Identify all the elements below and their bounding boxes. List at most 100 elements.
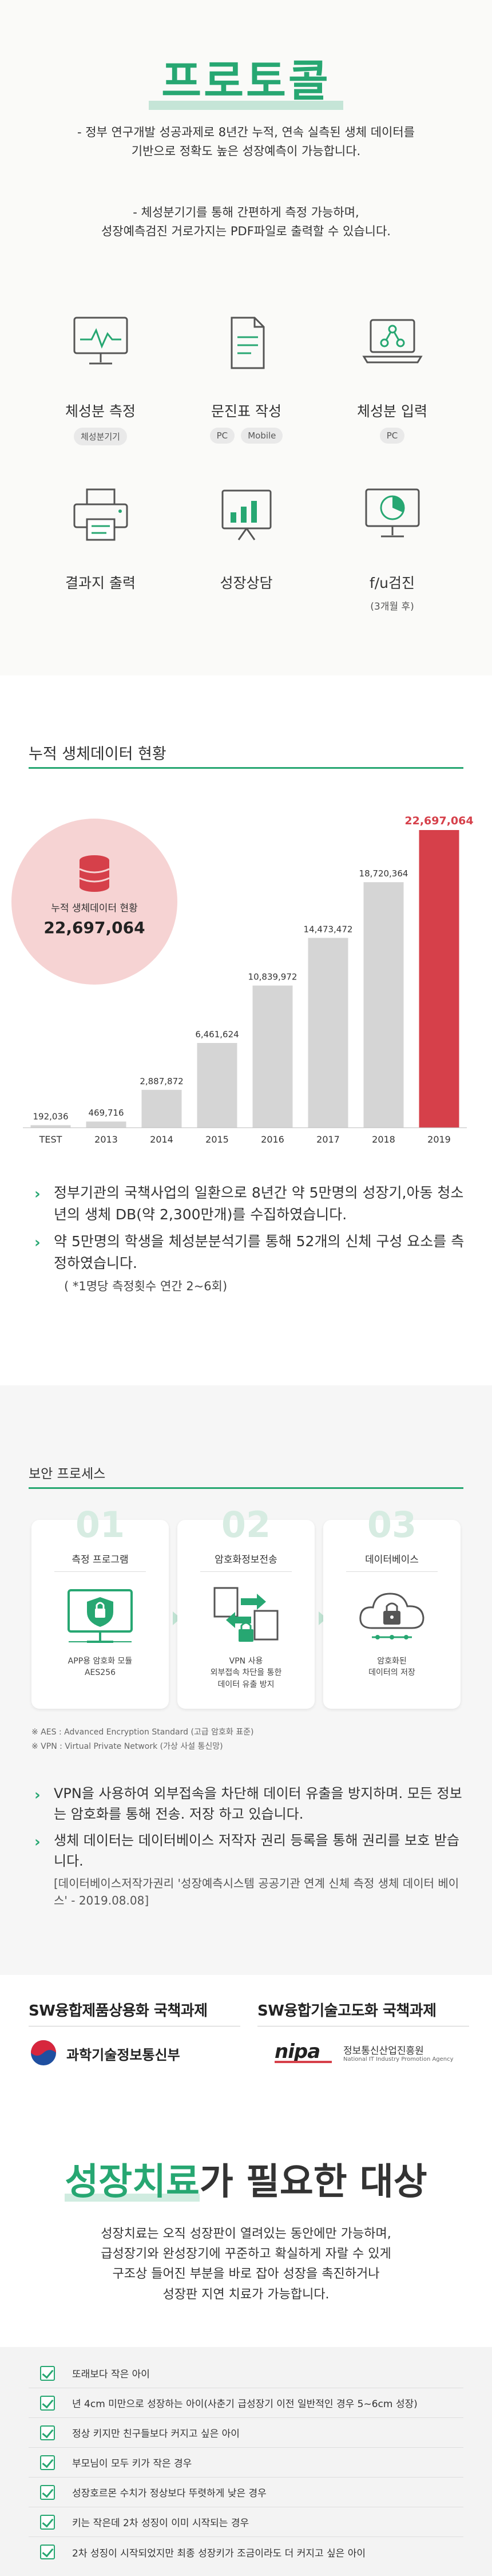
bar-2018 [363, 882, 404, 1128]
checkbox-icon [40, 2514, 55, 2530]
step-title: 체성분 측정 [65, 403, 136, 420]
ministry-emblem-icon [31, 2040, 56, 2065]
cumulative-badge: 누적 생체데이터 현황 22,697,064 [11, 819, 177, 985]
step-title: 데이터베이스 [365, 1554, 419, 1566]
check-text: 년 4cm 미만으로 성장하는 아이(사춘기 급성장기 이전 일반적인 경우 5… [72, 2399, 418, 2410]
bullet-item: › 정부기관의 국책사업의 일환으로 8년간 약 5만명의 성장기,아동 청소년… [34, 1182, 469, 1225]
title-rest: 가 필요한 대상 [199, 2161, 427, 2203]
x-tick-label: 2016 [261, 1134, 284, 1145]
bullet-text: 약 5만명의 학생을 체성분분석기를 통해 52개의 신체 구성 요소를 측정하… [54, 1233, 465, 1271]
bar-value-label: 18,720,364 [359, 868, 408, 879]
x-tick-label: 2013 [94, 1134, 118, 1145]
bullet-text: 정부기관의 국책사업의 일환으로 8년간 약 5만명의 성장기,아동 청소년의 … [54, 1184, 464, 1223]
check-item: 2차 성징이 시작되었지만 최종 성장키가 조금이라도 더 커지고 싶은 아이 [29, 2537, 463, 2567]
bar-value-label: 192,036 [33, 1112, 68, 1122]
check-text: 정상 키지만 친구들보다 커지고 싶은 아이 [72, 2428, 240, 2440]
bar-TEST [30, 1125, 71, 1128]
bar-value-label: 6,461,624 [195, 1029, 239, 1040]
monitor-pie-icon [365, 488, 419, 538]
laptop-network-icon [362, 319, 423, 364]
check-text: 키는 작은데 2차 성징이 이미 시작되는 경우 [72, 2518, 249, 2529]
check-item: 년 4cm 미만으로 성장하는 아이(사춘기 급성장기 이전 일반적인 경우 5… [29, 2388, 463, 2418]
security-step-2: 02 암호화정보전송 VPN 사용 외부접속 차단을 통한 데이터 유출 방지 [177, 1504, 315, 1709]
check-item: 키는 작은데 2차 성징이 이미 시작되는 경우 [29, 2507, 463, 2537]
x-tick-label: 2015 [205, 1134, 229, 1145]
step-questionnaire: 문진표 작성 PC Mobile [173, 312, 319, 484]
step-subtitle: (3개월 후) [370, 601, 414, 613]
step-number: 01 [75, 1504, 125, 1546]
check-item: 부모님이 모두 키가 작은 경우 [29, 2448, 463, 2478]
nipa-english: National IT Industry Promotion Agency [343, 2056, 454, 2063]
x-tick-label: TEST [39, 1134, 62, 1145]
bar-value-label: 22,697,064 [404, 815, 473, 827]
caption-line: 외부접속 차단을 통한 [210, 1668, 282, 1678]
shield-monitor-icon [68, 1589, 133, 1643]
ministry-name: 과학기술정보통신부 [66, 2047, 180, 2063]
step-title: 성장상담 [220, 575, 273, 591]
x-tick-label: 2014 [150, 1134, 173, 1145]
printer-icon [73, 488, 128, 541]
targets-intro: 성장치료는 오직 성장판이 열려있는 동안에만 가능하며, 급성장기와 완성장기… [0, 2224, 492, 2305]
caption-line: AES256 [84, 1668, 116, 1678]
bar-2013 [86, 1121, 126, 1128]
step-caption: APP용 암호화 모듈 AES256 [31, 1656, 169, 1679]
footnote-aes: ※ AES : Advanced Encryption Standard (고급… [31, 1728, 254, 1737]
check-text: 성장호르몬 수치가 정상보다 뚜렷하게 낮은 경우 [72, 2488, 267, 2499]
step-title: 암호화정보전송 [215, 1554, 277, 1566]
tag: PC [379, 428, 405, 444]
step-growth-consult: 성장상담 [173, 484, 319, 655]
bar-2015 [197, 1042, 237, 1128]
funding-section: SW융합제품상용화 국책과제 과학기술정보통신부 SW융합기술고도화 국책과제 … [0, 1975, 492, 2089]
step-caption: VPN 사용 외부접속 차단을 통한 데이터 유출 방지 [177, 1656, 315, 1690]
badge-label: 누적 생체데이터 현황 [51, 903, 138, 914]
step-title: 측정 프로그램 [72, 1554, 129, 1566]
divider [54, 1571, 146, 1572]
chart-bullets: › 정부기관의 국책사업의 일환으로 8년간 약 5만명의 성장기,아동 청소년… [34, 1182, 469, 1294]
tag: PC [209, 428, 235, 444]
bullet-note: [데이터베이스저작가권리 '성장예측시스템 공공기관 연계 신체 측정 생체 데… [54, 1876, 459, 1907]
chevron-right-icon: › [34, 1234, 41, 1251]
x-tick-label: 2018 [372, 1134, 395, 1145]
check-item: 성장호르몬 수치가 정상보다 뚜렷하게 낮은 경우 [29, 2478, 463, 2507]
step-title: 문진표 작성 [211, 403, 281, 420]
chart-board-icon [221, 489, 271, 540]
title-accent: 성장치료 [65, 2161, 200, 2203]
protocol-steps-grid: 체성분 측정 체성분기기 문진표 작성 PC Mobile [27, 312, 465, 655]
document-icon [231, 317, 264, 369]
check-text: 부모님이 모두 키가 작은 경우 [72, 2458, 192, 2470]
step-print-result: 결과지 출력 [27, 484, 173, 655]
funding-title: SW융합제품상용화 국책과제 [29, 2002, 208, 2020]
footnote-vpn: ※ VPN : Virtual Private Network (가상 사설 통… [31, 1742, 223, 1751]
funding-title: SW융합기술고도화 국책과제 [257, 2002, 437, 2020]
intro-line: 급성장기와 완성장기에 꾸준하고 확실하게 자랄 수 있게 [101, 2247, 391, 2262]
chevron-right-icon: › [34, 1186, 41, 1203]
bullet-text: 생체 데이터는 데이터베이스 저작자 권리 등록을 통해 권리를 보호 받습니다… [54, 1832, 459, 1869]
bullet-item: › 생체 데이터는 데이터베이스 저작자 권리 등록을 통해 권리를 보호 받습… [34, 1830, 469, 1871]
transfer-icon [213, 1587, 279, 1642]
intro-line: 기반으로 정확도 높은 성장예측이 가능합니다. [131, 144, 361, 158]
security-bullets: › VPN을 사용하여 외부접속을 차단해 데이터 유출을 방지하며. 모든 정… [34, 1783, 469, 1909]
cloud-lock-icon [359, 1593, 424, 1639]
cumulative-bar-chart: 누적 생체데이터 현황 22,697,064 192,036 TEST 469,71… [11, 815, 474, 1145]
step-body-input: 체성분 입력 PC [319, 312, 465, 484]
bar-value-label: 2,887,872 [140, 1076, 183, 1086]
step-title: f/u검진 [369, 575, 415, 591]
section-heading: 보안 프로세스 [29, 1463, 463, 1489]
chevron-right-icon: › [34, 1787, 41, 1804]
check-item: 또래보다 작은 아이 [29, 2358, 463, 2388]
check-item: 정상 키지만 친구들보다 커지고 싶은 아이 [29, 2418, 463, 2448]
nipa-name: 정보통신산업진흥원 [343, 2045, 424, 2057]
step-body-measure: 체성분 측정 체성분기기 [27, 312, 173, 484]
heading-text: 누적 생체데이터 현황 [29, 745, 166, 763]
checkbox-icon [40, 2545, 55, 2559]
nipa-wordmark: nipa [275, 2040, 320, 2063]
bars-group: 192,036 TEST 469,716 2013 2,887,872 2014 6,461… [23, 815, 474, 1145]
checkbox-icon [40, 2425, 55, 2440]
caption-line: 데이터 유출 방지 [217, 1680, 275, 1689]
caption-line: VPN 사용 [229, 1657, 263, 1666]
divider [200, 1571, 292, 1572]
step-tags: PC [319, 428, 465, 444]
step-title: 결과지 출력 [65, 575, 136, 591]
funding-item-1: SW융합제품상용화 국책과제 과학기술정보통신부 [29, 1999, 240, 2069]
